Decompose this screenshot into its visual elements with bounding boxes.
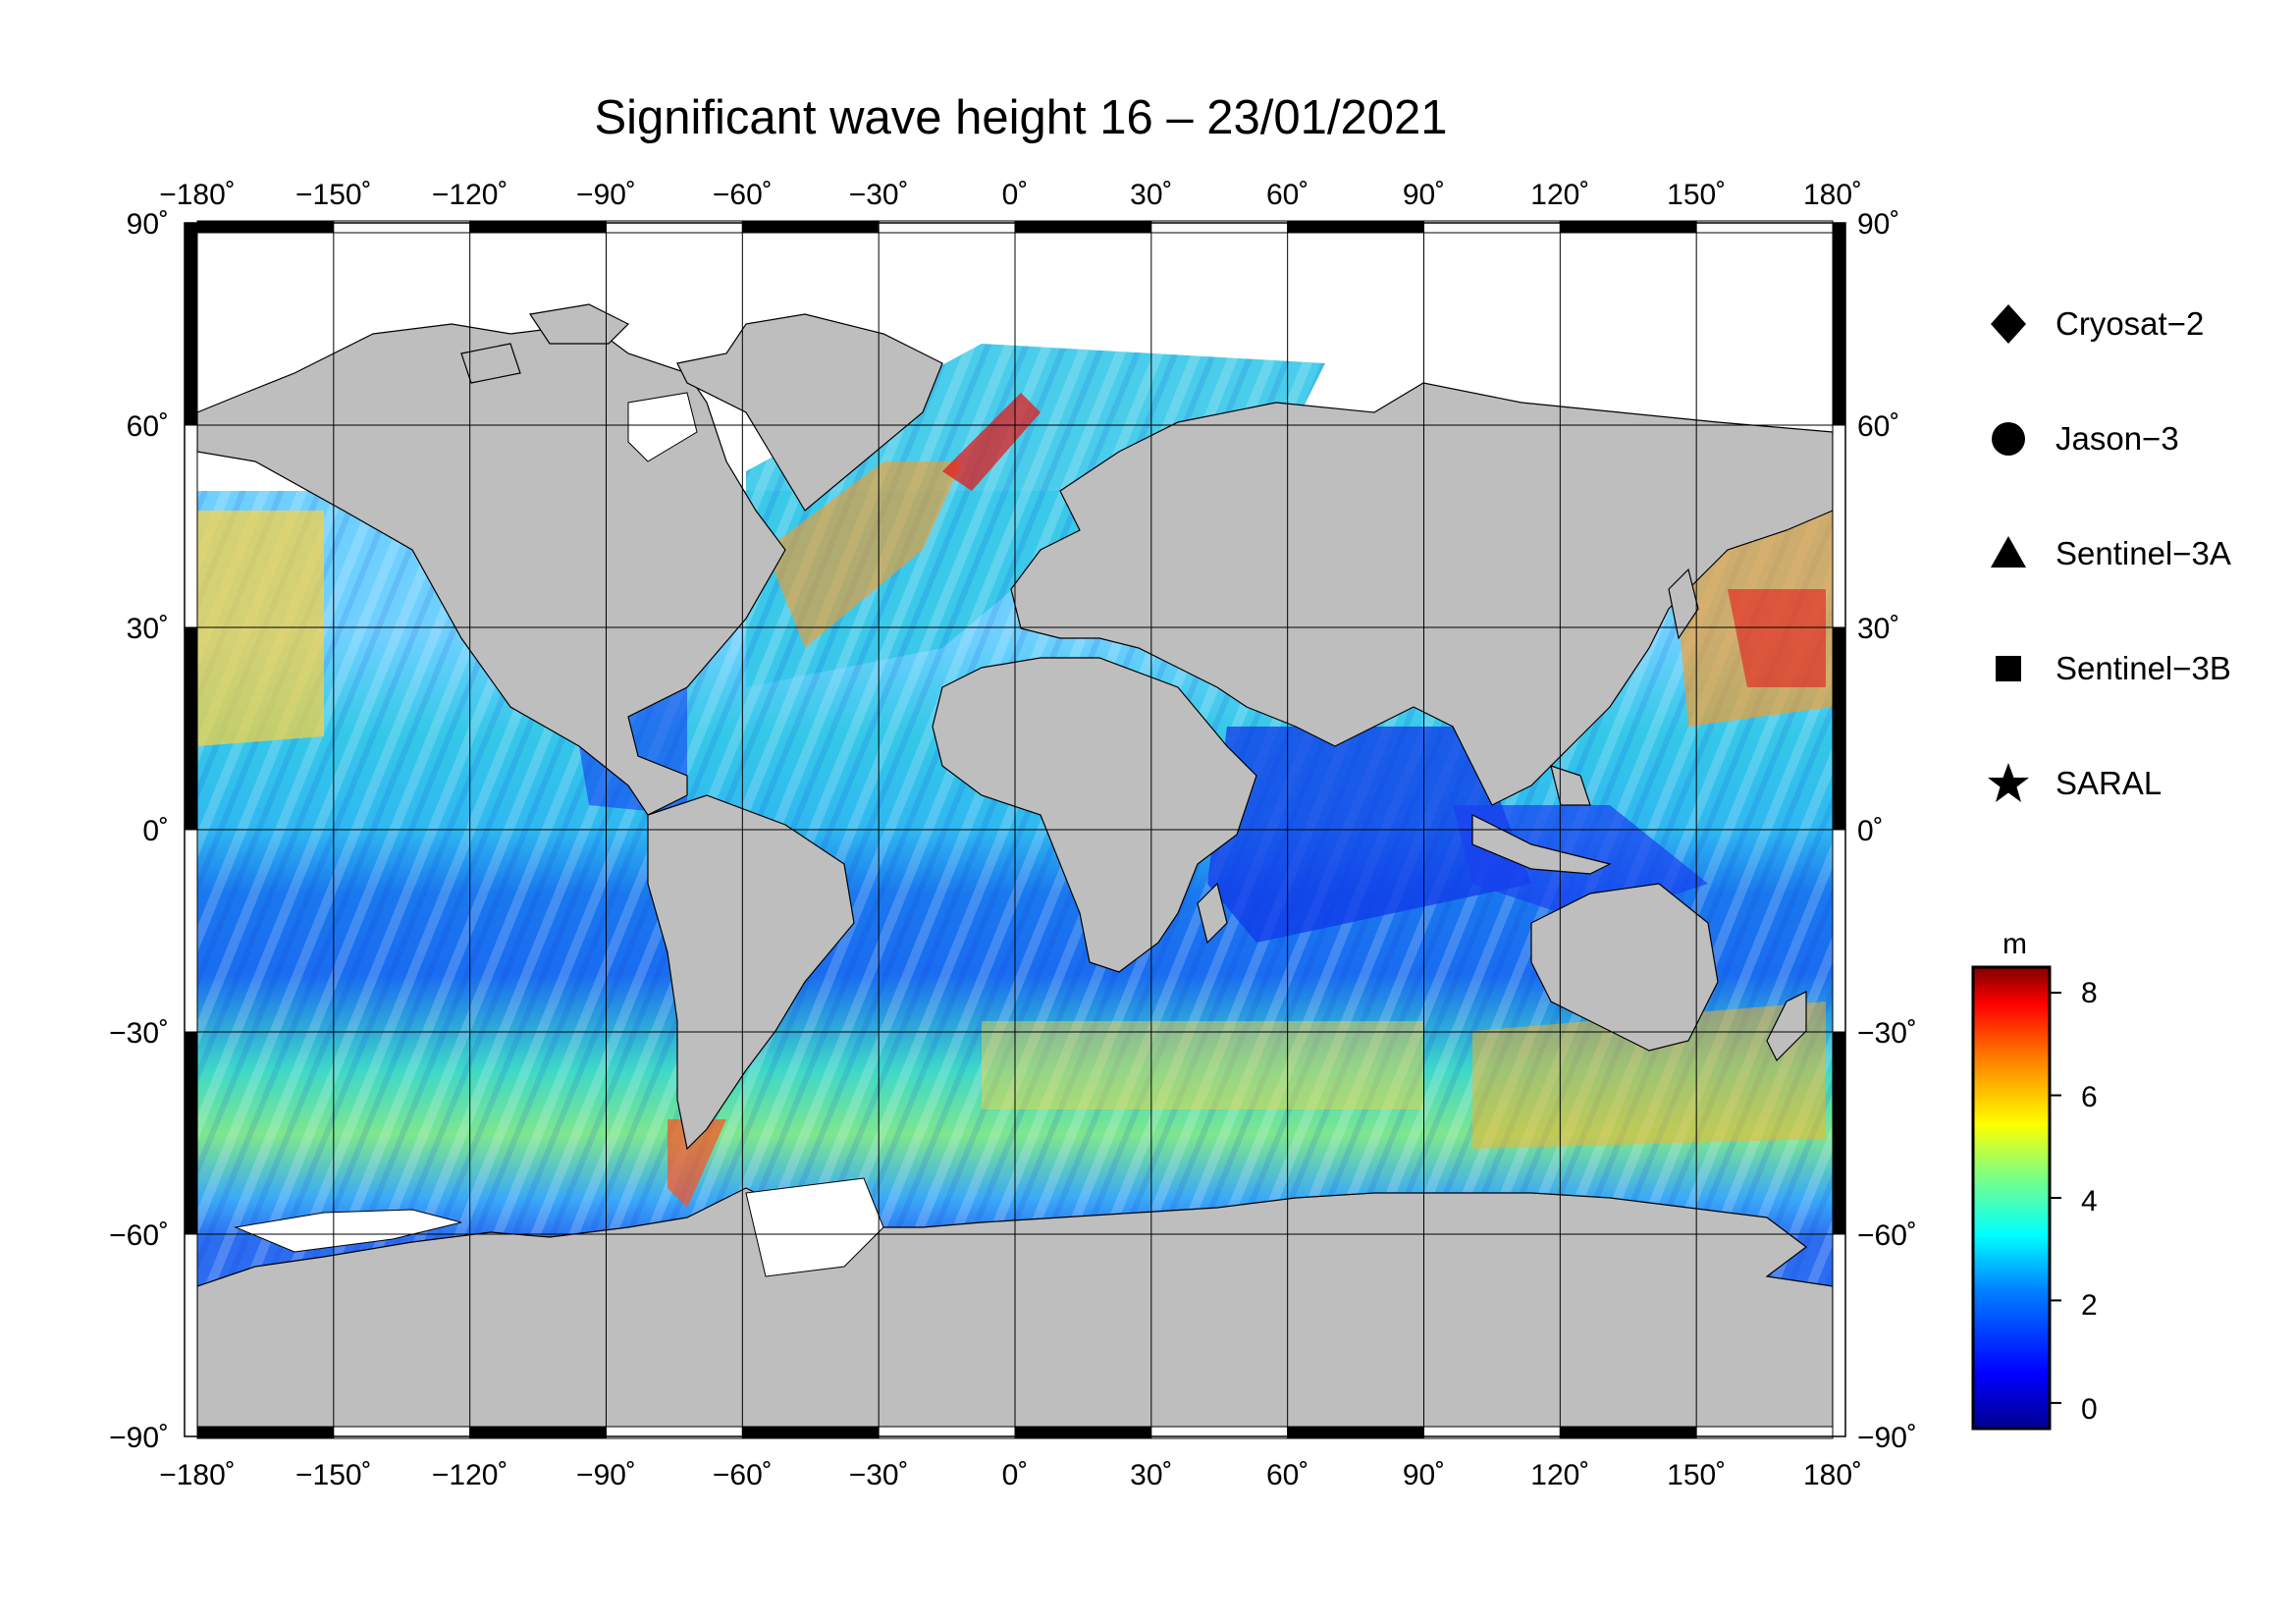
frame-bar-right <box>1832 1233 1846 1437</box>
lon-tick-label-bottom: 180˚ <box>1803 1459 1862 1491</box>
legend-item-sentinel-3b: Sentinel−3B <box>1983 639 2231 698</box>
lat-tick-label-right: 60˚ <box>1857 410 1899 443</box>
legend-item-saral: SARAL <box>1983 754 2162 813</box>
lon-tick-label-top: −60˚ <box>713 179 773 211</box>
lon-tick-label-top: 0˚ <box>1002 179 1029 211</box>
lat-tick-label-left: 60˚ <box>127 410 169 443</box>
lon-tick-label-top: −90˚ <box>576 179 636 211</box>
tick-labels: −180˚ −180˚ −150˚ −150˚ −120˚ −120˚ −90˚ −90˚ −6… <box>109 179 1917 1491</box>
colorbar <box>1971 965 2052 1431</box>
frame-bar-right <box>1832 626 1846 831</box>
lat-tick-label-left: −60˚ <box>109 1219 169 1252</box>
frame-bar-left <box>184 424 198 628</box>
frame-bar-left <box>184 829 198 1033</box>
frame-bar-right <box>1832 222 1846 426</box>
colorbar-tick-label: 8 <box>2081 977 2098 1009</box>
legend-item-cryosat: Cryosat−2 <box>1983 295 2204 353</box>
lat-tick-label-right: 90˚ <box>1857 208 1899 241</box>
lon-tick-label-bottom: −30˚ <box>849 1459 909 1491</box>
square-icon <box>1996 656 2021 681</box>
frame-bar-right <box>1832 424 1846 628</box>
lon-tick-label-top: 60˚ <box>1266 179 1308 211</box>
lon-tick-label-bottom: −60˚ <box>713 1459 773 1491</box>
lon-tick-label-top: 180˚ <box>1803 179 1862 211</box>
lon-tick-label-top: 90˚ <box>1403 179 1445 211</box>
frame-bar-right <box>1832 829 1846 1033</box>
legend-label: Sentinel−3A <box>2056 535 2231 571</box>
colorbar-tick-label: 6 <box>2081 1081 2098 1113</box>
lat-tick-label-left: 0˚ <box>142 815 169 847</box>
circle-icon <box>1992 422 2025 456</box>
map-frame <box>184 220 1846 1439</box>
lon-tick-label-top: −180˚ <box>159 179 236 211</box>
lon-tick-label-bottom: −120˚ <box>432 1459 508 1491</box>
lon-tick-label-bottom: 0˚ <box>1002 1459 1029 1491</box>
colorbar-unit: m <box>2002 928 2027 960</box>
lat-tick-label-left: 30˚ <box>127 613 169 645</box>
legend-label: Sentinel−3B <box>2056 650 2231 686</box>
lon-tick-label-top: 150˚ <box>1667 179 1726 211</box>
lon-tick-label-bottom: −180˚ <box>159 1459 236 1491</box>
lon-tick-label-top: −30˚ <box>849 179 909 211</box>
lon-tick-label-top: 120˚ <box>1530 179 1589 211</box>
frame-bar-left <box>184 626 198 831</box>
lon-tick-label-bottom: 150˚ <box>1667 1459 1726 1491</box>
lat-tick-label-right: −90˚ <box>1857 1422 1917 1454</box>
lat-tick-label-right: 0˚ <box>1857 815 1884 847</box>
triangle-icon <box>1991 536 2026 568</box>
legend-item-sentinel-3a: Sentinel−3A <box>1983 524 2231 583</box>
legend-label: Jason−3 <box>2056 420 2179 457</box>
lon-tick-label-bottom: 30˚ <box>1130 1459 1172 1491</box>
lon-tick-label-top: −150˚ <box>295 179 372 211</box>
lat-tick-label-right: −30˚ <box>1857 1017 1917 1050</box>
colorbar-tick-label: 4 <box>2081 1185 2098 1217</box>
frame-bar-left <box>184 1233 198 1437</box>
diamond-icon <box>1991 304 2026 344</box>
star-icon <box>1988 763 2029 802</box>
frame-bar-left <box>184 222 198 426</box>
lon-tick-label-bottom: −90˚ <box>576 1459 636 1491</box>
lat-tick-label-left: −90˚ <box>109 1422 169 1454</box>
legend-label: SARAL <box>2056 765 2163 801</box>
colorbar-tick-label: 0 <box>2081 1393 2098 1426</box>
lat-tick-label-left: 90˚ <box>127 208 169 241</box>
legend-item-jason: Jason−3 <box>1983 409 2179 468</box>
colorbar-ticks <box>2050 992 2061 1404</box>
lon-tick-label-top: 30˚ <box>1130 179 1172 211</box>
lon-tick-label-bottom: 90˚ <box>1403 1459 1445 1491</box>
lat-tick-label-right: −60˚ <box>1857 1219 1917 1252</box>
lat-tick-label-right: 30˚ <box>1857 613 1899 645</box>
colorbar-tick-label: 2 <box>2081 1289 2098 1322</box>
lon-tick-label-top: −120˚ <box>432 179 508 211</box>
frame-bar-right <box>1832 1031 1846 1235</box>
map-title: Significant wave height 16 – 23/01/2021 <box>594 91 1448 144</box>
frame-bar-left <box>184 1031 198 1235</box>
lon-tick-label-bottom: 120˚ <box>1530 1459 1589 1491</box>
lon-tick-label-bottom: −150˚ <box>295 1459 372 1491</box>
legend-label: Cryosat−2 <box>2056 305 2205 342</box>
lon-tick-label-bottom: 60˚ <box>1266 1459 1308 1491</box>
grid-lines <box>197 223 1833 1436</box>
map-border <box>184 222 1846 1437</box>
lat-tick-label-left: −30˚ <box>109 1017 169 1050</box>
